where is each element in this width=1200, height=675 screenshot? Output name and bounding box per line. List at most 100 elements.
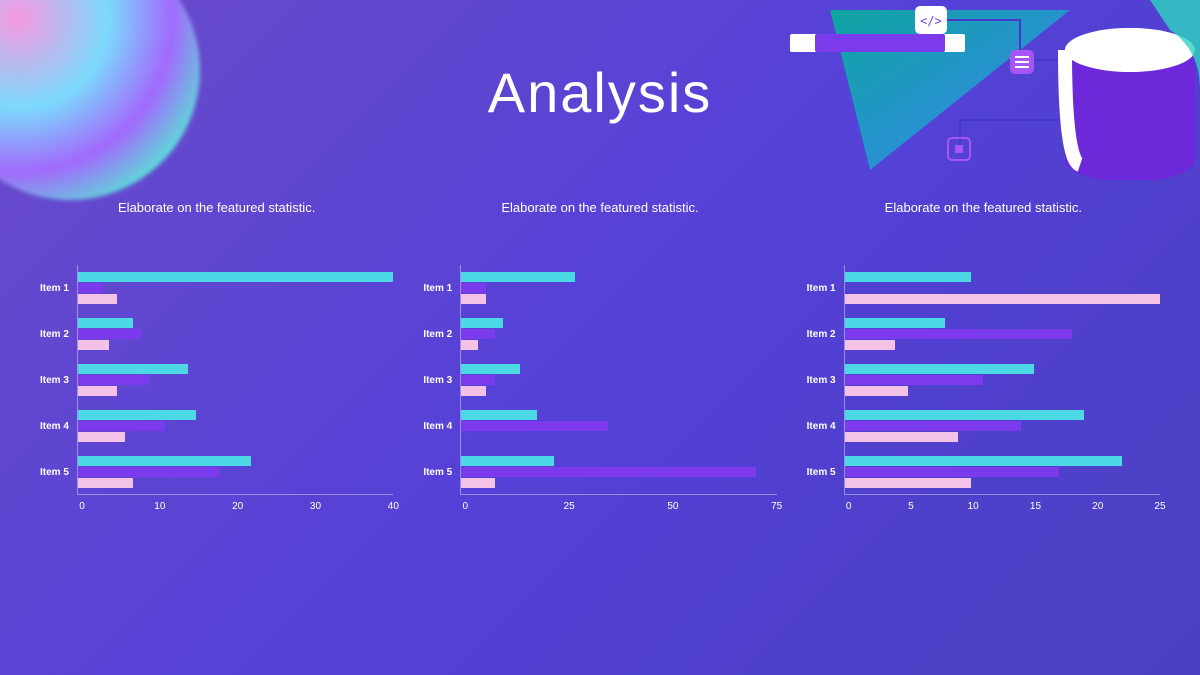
bar (78, 272, 393, 282)
bar (461, 329, 495, 339)
bar (845, 421, 1022, 431)
y-label: Item 4 (807, 403, 836, 449)
bar (461, 294, 486, 304)
bar (78, 375, 149, 385)
bar (461, 283, 486, 293)
bar (845, 272, 971, 282)
bar (461, 478, 495, 488)
y-label: Item 3 (807, 357, 836, 403)
bar (78, 478, 133, 488)
bar (78, 340, 110, 350)
y-label: Item 4 (40, 403, 69, 449)
bar (78, 467, 220, 477)
x-tick-label: 10 (154, 501, 165, 512)
y-label: Item 1 (40, 265, 69, 311)
chart-caption: Elaborate on the featured statistic. (501, 200, 698, 215)
bar (78, 421, 165, 431)
charts-row: Elaborate on the featured statistic. Item… (40, 200, 1160, 517)
bar (461, 340, 478, 350)
bar (78, 329, 141, 339)
plot-area (844, 265, 1160, 495)
y-label: Item 1 (423, 265, 452, 311)
bar (78, 456, 251, 466)
bar (845, 467, 1059, 477)
chart-caption: Elaborate on the featured statistic. (885, 200, 1082, 215)
bar (78, 364, 188, 374)
bar-group (845, 449, 1160, 495)
x-tick-label: 50 (667, 501, 678, 512)
x-tick-label: 30 (310, 501, 321, 512)
bar (78, 283, 102, 293)
bar (845, 456, 1123, 466)
x-tick-label: 10 (968, 501, 979, 512)
x-axis: 0255075 (423, 501, 776, 517)
bar (461, 318, 503, 328)
chart-caption: Elaborate on the featured statistic. (118, 200, 315, 215)
x-tick-label: 25 (564, 501, 575, 512)
x-tick-label: 25 (1154, 501, 1165, 512)
chart-panel-2: Elaborate on the featured statistic. Item… (423, 200, 776, 517)
plot-area (460, 265, 776, 495)
bar (845, 478, 971, 488)
bar-group (461, 265, 776, 311)
chart-panel-1: Elaborate on the featured statistic. Item… (40, 200, 393, 517)
y-label: Item 2 (807, 311, 836, 357)
y-label: Item 4 (423, 403, 452, 449)
bar (845, 410, 1085, 420)
bar (78, 386, 117, 396)
bar-group (461, 357, 776, 403)
bar (845, 318, 946, 328)
y-label: Item 2 (40, 311, 69, 357)
y-label: Item 3 (40, 357, 69, 403)
bar-group (78, 403, 393, 449)
chart-area: Item 1Item 2Item 3Item 4Item 5 (40, 265, 393, 495)
x-tick-label: 15 (1030, 501, 1041, 512)
x-tick-label: 75 (771, 501, 782, 512)
x-tick-label: 0 (463, 501, 469, 512)
bar-group (78, 311, 393, 357)
y-label: Item 5 (423, 449, 452, 495)
bar (461, 386, 486, 396)
bar (78, 410, 196, 420)
bar (78, 432, 125, 442)
y-axis-labels: Item 1Item 2Item 3Item 4Item 5 (40, 265, 77, 495)
bar (845, 364, 1034, 374)
bar (845, 329, 1072, 339)
bar-group (78, 357, 393, 403)
chart-area: Item 1Item 2Item 3Item 4Item 5 (423, 265, 776, 495)
x-tick-label: 0 (79, 501, 85, 512)
bar (461, 375, 495, 385)
plot-area (77, 265, 393, 495)
svg-text:</>: </> (920, 14, 942, 28)
bar (845, 294, 1160, 304)
bar-group (845, 265, 1160, 311)
bar (845, 340, 895, 350)
chart-area: Item 1Item 2Item 3Item 4Item 5 (807, 265, 1160, 495)
y-label: Item 5 (807, 449, 836, 495)
page-title: Analysis (0, 60, 1200, 125)
bar (78, 318, 133, 328)
bar (461, 467, 755, 477)
bar (461, 421, 608, 431)
x-tick-label: 0 (846, 501, 852, 512)
x-axis: 0510152025 (807, 501, 1160, 517)
bar (78, 294, 117, 304)
x-tick-label: 5 (908, 501, 914, 512)
bar-group (78, 265, 393, 311)
bar (845, 386, 908, 396)
y-label: Item 1 (807, 265, 836, 311)
y-axis-labels: Item 1Item 2Item 3Item 4Item 5 (807, 265, 844, 495)
bar (461, 272, 575, 282)
y-label: Item 3 (423, 357, 452, 403)
y-label: Item 2 (423, 311, 452, 357)
x-tick-label: 40 (388, 501, 399, 512)
bar-group (845, 357, 1160, 403)
bar (845, 375, 984, 385)
bar-group (78, 449, 393, 495)
bar (845, 432, 959, 442)
y-axis-labels: Item 1Item 2Item 3Item 4Item 5 (423, 265, 460, 495)
x-tick-label: 20 (232, 501, 243, 512)
bar (461, 456, 554, 466)
bar (461, 410, 537, 420)
y-label: Item 5 (40, 449, 69, 495)
